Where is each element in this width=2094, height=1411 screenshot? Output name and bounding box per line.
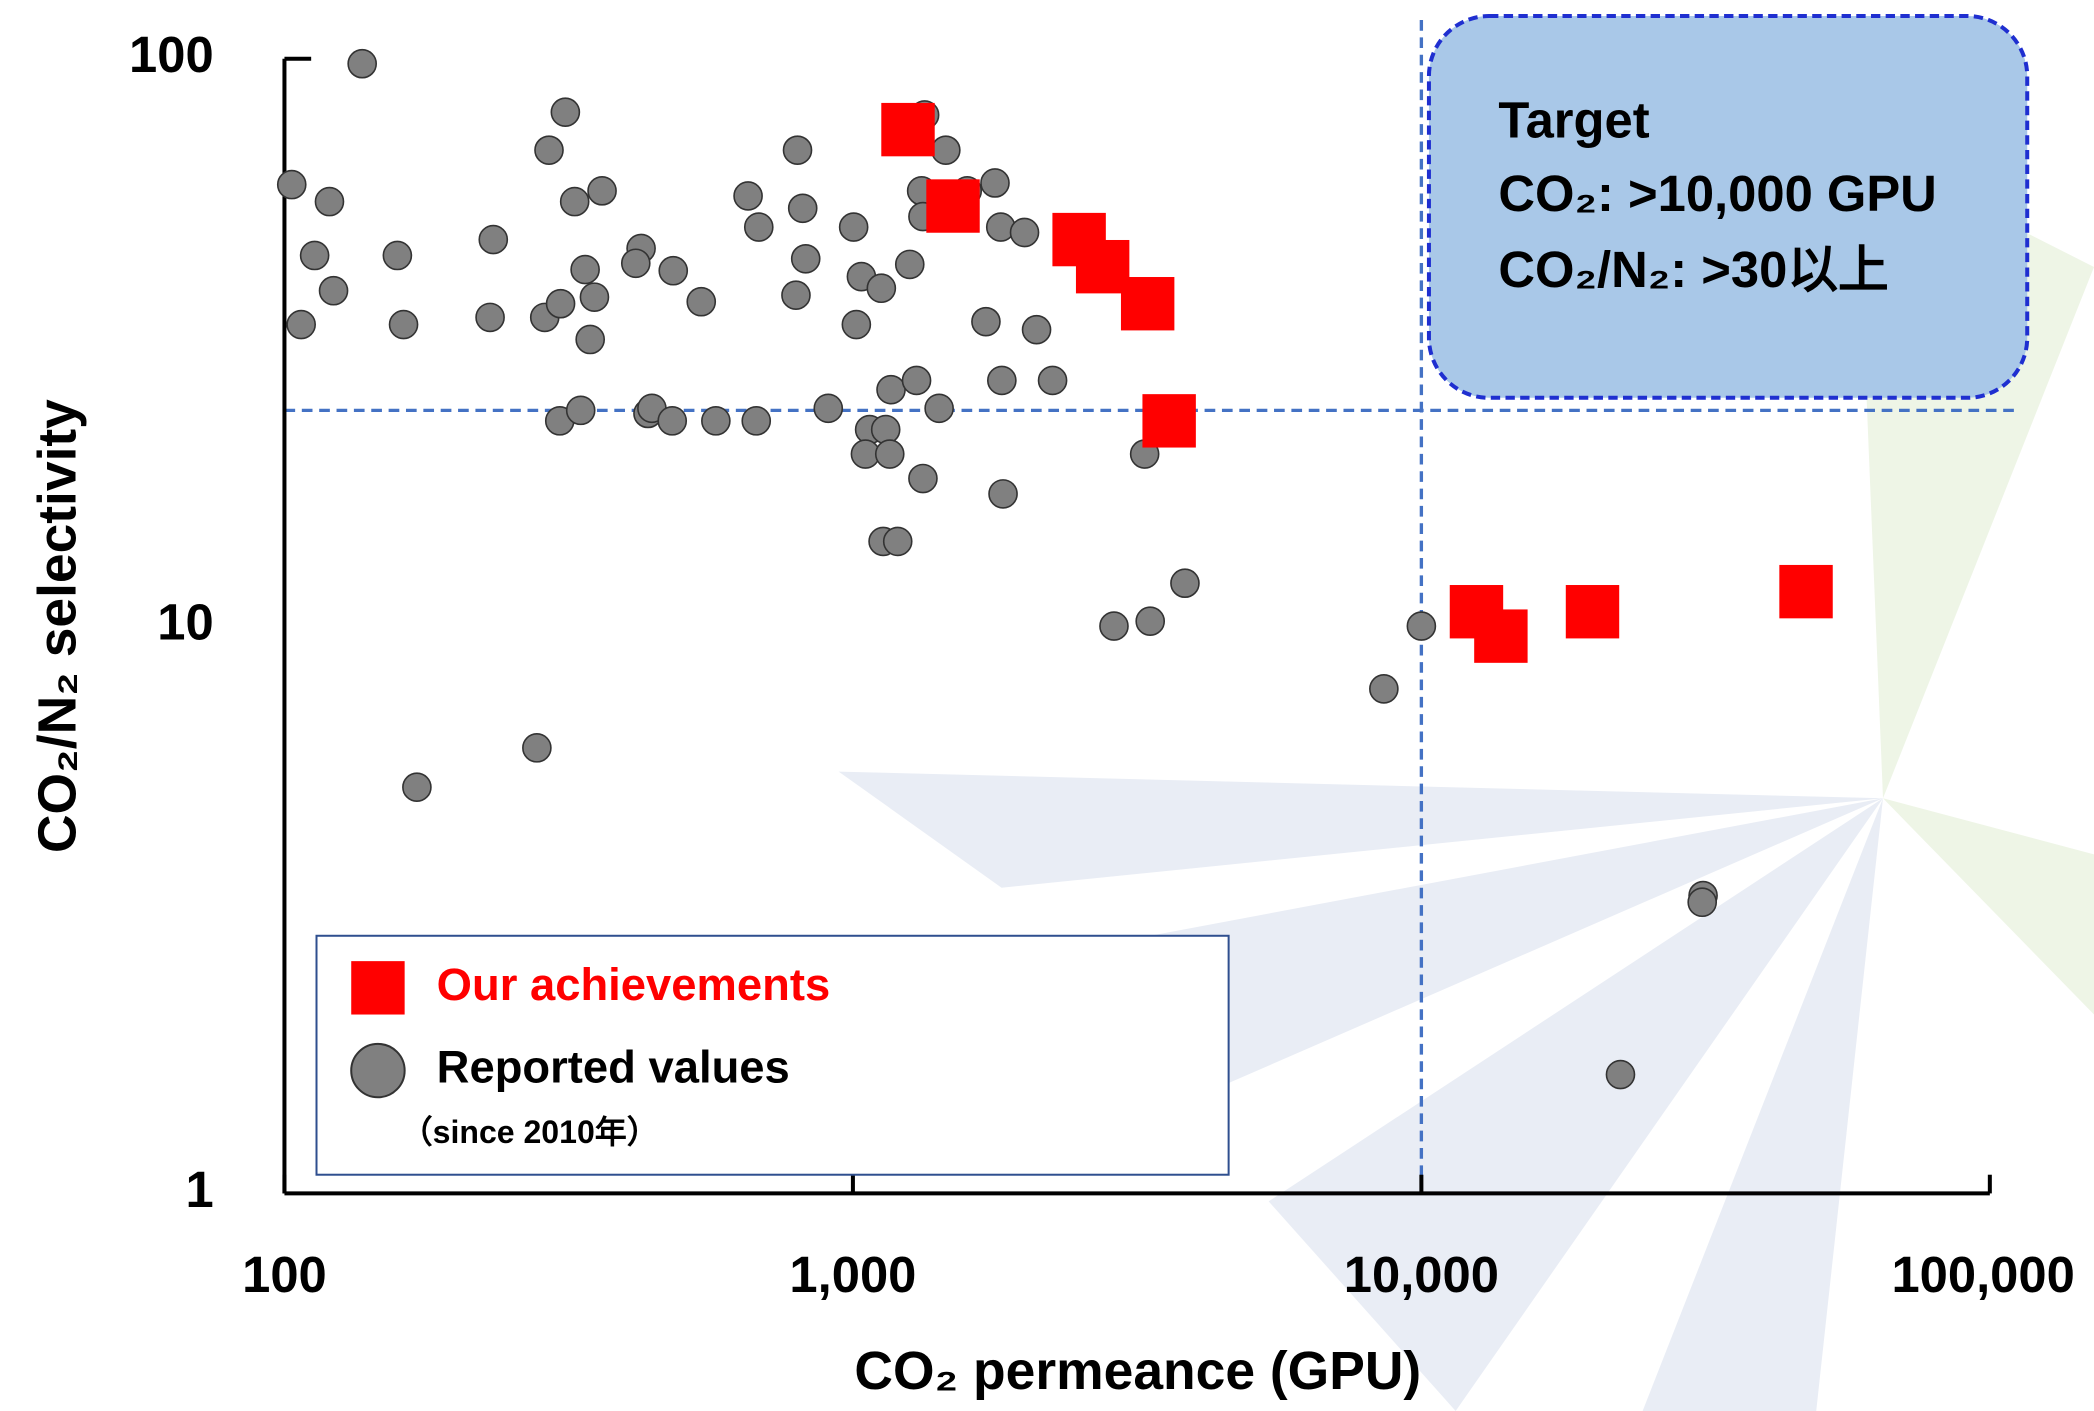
data-point [276,169,307,200]
data-point [587,176,617,206]
data-point [1135,606,1166,637]
data-point [545,288,576,319]
annotation: CO₂/N₂: >30以上 [1498,241,1888,298]
legend-note: （since 2010年） [401,1114,659,1150]
legend-box [315,934,1230,1176]
legend: （since 2010年） Our achievements Reported v… [315,934,1230,1176]
data-point [866,273,897,304]
x-tick-label: 100,000 [1891,1246,2074,1303]
data-point [733,181,763,211]
data-point [1779,564,1833,619]
data-point [1120,277,1175,331]
y-tick-label: 1 [185,1161,213,1218]
y-tick-label: 100 [129,26,214,83]
x-axis-label: CO₂ permeance (GPU) [854,1342,1421,1401]
watermark-ray [1882,798,2094,1015]
data-point [971,306,1001,337]
watermark [838,146,2094,1411]
y-tick-label: 10 [157,593,213,650]
data-point [1565,585,1620,639]
data-point [988,479,1018,509]
data-point [620,248,651,279]
data-point [876,374,906,405]
data-point [894,249,925,280]
data-point [347,48,377,79]
y-axis-label: CO₂/N₂ selectivity [29,399,88,853]
data-point [1037,365,1068,396]
data-point [874,439,905,469]
data-point [534,135,564,165]
data-point [701,406,731,436]
x-tick-label: 10,000 [1344,1246,1499,1303]
data-point [881,102,935,157]
target-box [1426,14,2030,400]
data-point [565,395,596,426]
data-point [743,212,774,242]
data-point [741,406,772,436]
data-point [931,135,961,165]
data-point [838,212,869,242]
data-point [926,179,980,233]
data-point [388,309,419,340]
data-point [790,243,821,274]
data-point [1099,611,1129,641]
data-point [1142,394,1196,448]
data-point [318,275,349,306]
watermark-ray [1014,798,1883,1095]
data-point [1605,1059,1636,1090]
data-point [579,282,610,312]
data-point [658,255,689,286]
legend-label: Reported values [437,1042,790,1093]
data-point [686,286,717,317]
data-point [402,772,432,803]
watermark-ray [1268,798,1883,1411]
data-point [657,406,688,436]
data-point [901,365,932,396]
legend-marker [351,961,405,1015]
data-point [570,254,600,285]
data-point [382,240,413,271]
plot-area: 100 1,000 10,000 100,000 1 10 100 [129,20,2075,1303]
data-point [782,135,813,165]
data-point [299,240,330,271]
data-point [478,224,509,255]
data-point [314,186,345,217]
data-point [1687,887,1718,918]
data-point [781,280,811,311]
data-point [870,414,901,445]
data-point [1170,568,1200,599]
data-point [987,365,1017,396]
data-point [575,324,606,355]
data-point [1021,314,1052,345]
data-point [1369,674,1399,704]
data-point [559,186,590,217]
data-point [286,309,316,340]
legend-marker [350,1042,406,1099]
data-point [1075,239,1130,294]
data-point [550,97,581,127]
watermark-ray [838,771,1883,888]
data-point [522,733,552,763]
annotation: Target [1498,92,1649,149]
data-point [924,393,954,424]
data-point [882,526,913,557]
data-point [841,309,872,340]
watermark-ray [1642,798,1883,1411]
x-tick-label: 1,000 [789,1246,916,1303]
data-point [908,463,938,494]
data-point [980,168,1010,198]
annotation: CO₂: >10,000 GPU [1498,165,1936,222]
data-point [475,302,505,333]
x-tick-label: 100 [242,1246,327,1303]
data-point [813,393,844,424]
data-point [1009,217,1040,248]
legend-label: Our achievements [437,959,831,1010]
data-point [1474,609,1528,663]
data-point [1406,611,1437,641]
data-point [787,193,818,224]
